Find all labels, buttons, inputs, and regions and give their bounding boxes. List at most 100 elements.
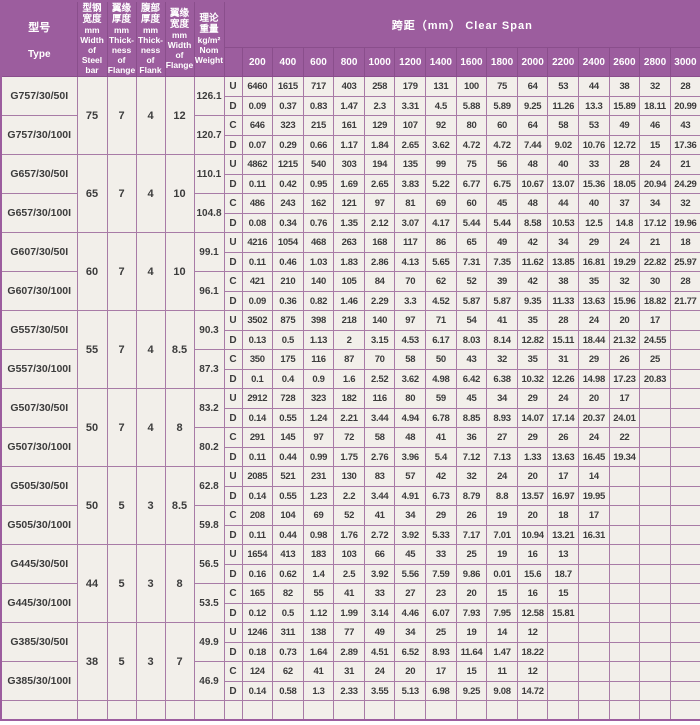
- span-value-cell: [669, 680, 700, 702]
- span-value-cell: 66: [363, 544, 396, 565]
- span-value-cell: [639, 563, 671, 585]
- load-type-cell: D: [223, 680, 243, 702]
- span-value-cell: 8.03: [455, 329, 488, 351]
- type-cell: G757/30/50I: [0, 76, 78, 117]
- span-value-cell: 468: [302, 232, 335, 253]
- span-value-cell: 1.6: [333, 368, 365, 390]
- flange-thickness-cell: 5: [106, 466, 137, 546]
- span-value-cell: 175: [272, 349, 304, 370]
- weight-cell: 49.9: [193, 622, 225, 663]
- span-value-cell: 58: [394, 349, 427, 370]
- span-value-cell: 41: [363, 505, 396, 526]
- load-type-cell: C: [223, 193, 243, 214]
- span-value-cell: 4862: [241, 154, 274, 175]
- span-value-cell: 36: [455, 427, 488, 448]
- span-value-cell: 33: [363, 583, 396, 604]
- span-value-cell: 9.35: [516, 290, 549, 312]
- span-value-cell: 38: [547, 271, 580, 292]
- weight-cell: 126.1: [193, 76, 225, 117]
- span-value-cell: 7.95: [486, 602, 518, 624]
- span-value-cell: 0.11: [241, 524, 274, 546]
- span-value-cell: [669, 388, 700, 409]
- span-value-cell: 38: [608, 76, 641, 97]
- span-value-cell: 24: [608, 232, 641, 253]
- flange-width-cell: 8.5: [164, 310, 195, 390]
- span-value-cell: 83: [363, 466, 396, 487]
- span-value-cell: 12: [516, 622, 549, 643]
- span-value-cell: [669, 544, 700, 565]
- span-value-cell: 0.12: [241, 602, 274, 624]
- span-value-cell: 14.8: [608, 212, 641, 234]
- dim-value-cell: [135, 700, 166, 721]
- span-value-cell: 1.47: [486, 641, 518, 663]
- span-value-cell: 291: [241, 427, 274, 448]
- span-value-cell: 5.44: [455, 212, 488, 234]
- span-value-cell: 210: [272, 271, 304, 292]
- span-value-cell: 53: [547, 76, 580, 97]
- span-value-cell: 29: [578, 232, 610, 253]
- span-value-cell: [608, 661, 641, 682]
- span-value-cell: 2.2: [333, 485, 365, 507]
- span-value-cell: 4.98: [425, 368, 457, 390]
- span-value-cell: [547, 700, 580, 721]
- table-row: G657/30/50I 65 7 4 10 110.1 U 4862 1215 540 303 194…: [0, 154, 700, 234]
- span-value-cell: 1.35: [333, 212, 365, 234]
- span-value-cell: [608, 700, 641, 721]
- span-value-cell: 8.93: [486, 407, 518, 429]
- span-value-cell: 77: [333, 622, 365, 643]
- dim-header-cn: 理论 重量: [199, 13, 219, 36]
- span-value-cell: [669, 641, 700, 663]
- span-value-cell: 24: [547, 388, 580, 409]
- span-value-cell: 16.97: [547, 485, 580, 507]
- span-value-cell: [608, 622, 641, 643]
- span-header-1800: 1800: [486, 47, 518, 78]
- span-value-cell: 107: [394, 115, 427, 136]
- load-type-cell: U: [223, 388, 243, 409]
- span-value-cell: 218: [333, 310, 365, 331]
- span-value-cell: [639, 700, 671, 721]
- load-type-cell: C: [223, 427, 243, 448]
- span-value-cell: 16.81: [578, 251, 610, 273]
- span-value-cell: 14: [486, 622, 518, 643]
- table-row: G757/30/50I 75 7 4 12 126.1 U 6460 1615 717 403 258…: [0, 76, 700, 156]
- table-row: G607/30/50I 60 7 4 10 99.1 U 4216 1054 468 263 168 1…: [0, 232, 700, 312]
- table-row: G505/30/50I 50 5 3 8.5 62.8 U 2085 521 231 130 83 57…: [0, 466, 700, 546]
- span-value-cell: 37: [608, 193, 641, 214]
- span-value-cell: 46: [639, 115, 671, 136]
- header-row-top: 型号 Type 型钢 宽度 mm Width of Steel bar 翼缘 厚度…: [0, 0, 700, 78]
- steel-width-cell: 60: [76, 232, 108, 312]
- span-value-cell: 0.08: [241, 212, 274, 234]
- span-value-cell: 41: [486, 310, 518, 331]
- load-type-cell: C: [223, 349, 243, 370]
- span-value-cell: 311: [272, 622, 304, 643]
- span-value-cell: 7.44: [516, 134, 549, 156]
- flange-width-cell: 12: [164, 76, 195, 156]
- span-value-cell: 9.08: [486, 680, 518, 702]
- span-value-cell: 7.93: [455, 602, 488, 624]
- span-value-cell: 24.01: [608, 407, 641, 429]
- span-value-cell: [669, 505, 700, 526]
- span-value-cell: 48: [516, 193, 549, 214]
- span-value-cell: [578, 641, 610, 663]
- span-value-cell: 4.91: [394, 485, 427, 507]
- load-type-cell: U: [223, 310, 243, 331]
- span-value-cell: 1.23: [302, 485, 335, 507]
- span-value-cell: [608, 505, 641, 526]
- span-value-cell: 18.22: [516, 641, 549, 663]
- span-value-cell: 18.82: [639, 290, 671, 312]
- dim-value-cell: [76, 700, 108, 721]
- span-value-cell: 34: [394, 622, 427, 643]
- dim-value-cell: [106, 700, 137, 721]
- span-value-cell: 21.77: [669, 290, 700, 312]
- load-type-cell: D: [223, 641, 243, 663]
- span-value-cell: 0.29: [272, 134, 304, 156]
- span-value-cell: [608, 641, 641, 663]
- span-value-cell: 14.07: [516, 407, 549, 429]
- span-value-cell: 7.59: [425, 563, 457, 585]
- span-value-cell: 1.75: [333, 446, 365, 468]
- span-value-cell: 540: [302, 154, 335, 175]
- span-value-cell: 24.29: [669, 173, 700, 195]
- span-value-cell: [608, 524, 641, 546]
- span-value-cell: 52: [455, 271, 488, 292]
- span-value-cell: 20: [394, 661, 427, 682]
